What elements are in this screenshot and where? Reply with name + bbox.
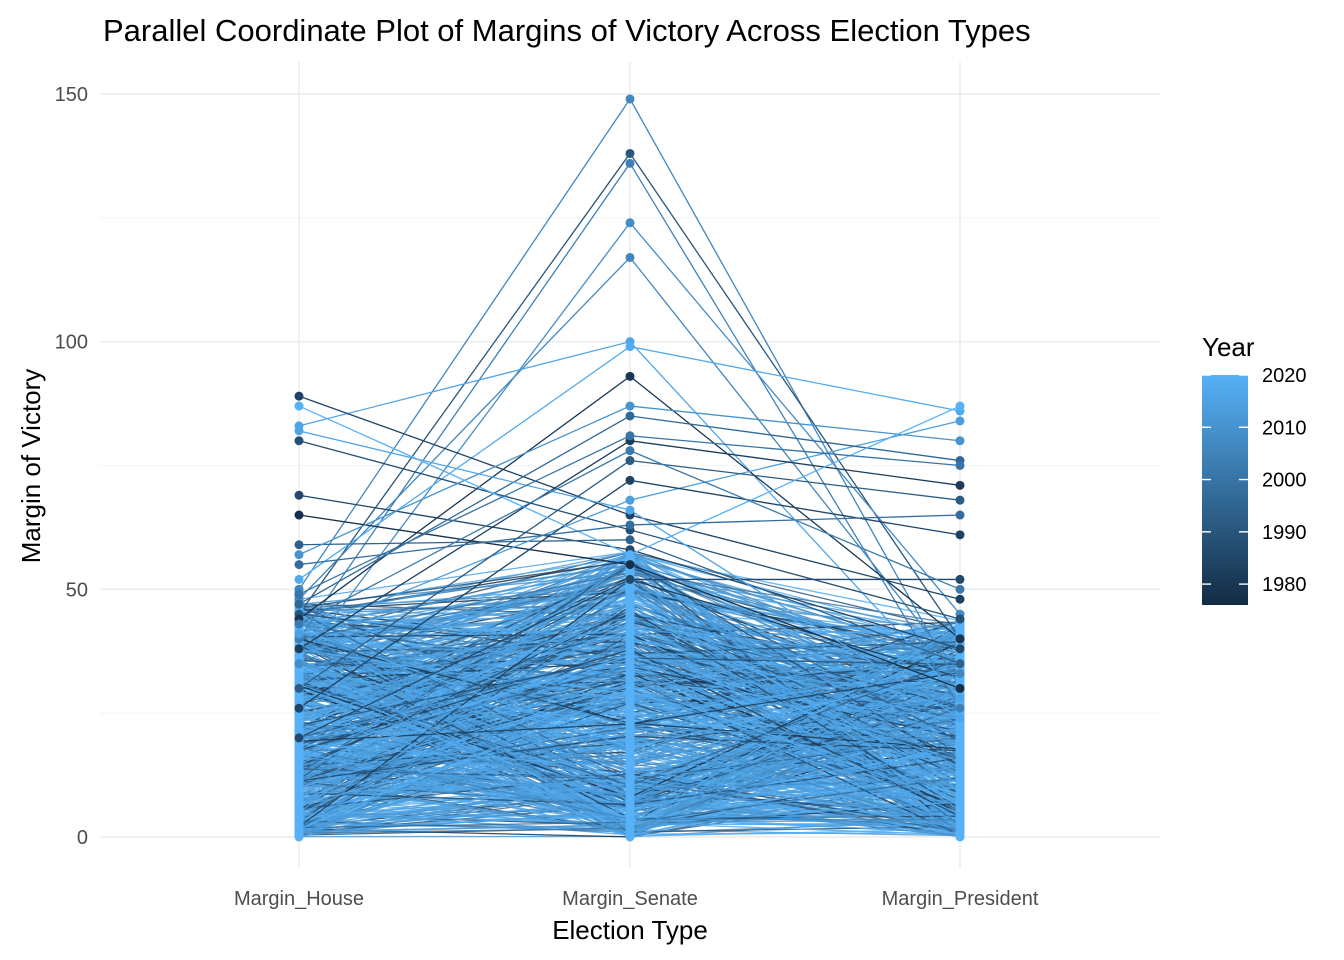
- data-lines: [298, 97, 961, 838]
- x-tick-label: Margin_House: [234, 888, 364, 910]
- data-point: [625, 431, 635, 441]
- legend-tick-label: 2000: [1262, 470, 1307, 492]
- data-point: [294, 589, 304, 599]
- legend-colorbar: [1202, 375, 1248, 605]
- data-point: [294, 629, 304, 639]
- legend-tick-label: 1980: [1262, 574, 1307, 596]
- data-point: [625, 456, 635, 466]
- data-point: [625, 495, 635, 505]
- legend-tick-label: 2020: [1262, 365, 1307, 387]
- data-point: [294, 574, 304, 584]
- data-point: [955, 530, 965, 540]
- data-point: [625, 218, 635, 228]
- y-tick-label: 0: [77, 827, 88, 849]
- data-point: [955, 614, 965, 624]
- data-point: [294, 510, 304, 520]
- y-tick-label: 50: [66, 579, 88, 601]
- data-point: [955, 510, 965, 520]
- legend-ticks: 1980 1990 2000 2010 2020: [1202, 365, 1307, 596]
- x-tick-label: Margin_Senate: [562, 888, 698, 910]
- data-point: [625, 158, 635, 168]
- legend-tick-label: 2010: [1262, 417, 1307, 439]
- data-point: [625, 371, 635, 381]
- data-point: [955, 644, 965, 654]
- data-point: [294, 644, 304, 654]
- data-point: [625, 475, 635, 485]
- data-point: [955, 584, 965, 594]
- data-point: [294, 683, 304, 693]
- data-point: [625, 446, 635, 456]
- data-point: [294, 733, 304, 743]
- data-points: [294, 94, 965, 842]
- data-point: [955, 436, 965, 446]
- data-point: [625, 520, 635, 530]
- data-point: [625, 252, 635, 262]
- data-point: [955, 401, 965, 411]
- data-point: [955, 634, 965, 644]
- data-point: [625, 342, 635, 352]
- data-point: [955, 659, 965, 669]
- data-point: [955, 703, 965, 713]
- data-point: [955, 669, 965, 679]
- data-point: [294, 550, 304, 560]
- data-point: [955, 461, 965, 470]
- legend: Year 1980 1990 2000 2010 2020: [1202, 332, 1307, 605]
- y-axis-ticks: 0 50 100 150: [55, 84, 88, 849]
- data-point: [294, 703, 304, 713]
- data-point: [625, 574, 635, 584]
- data-point: [625, 550, 635, 560]
- data-point: [294, 401, 304, 411]
- data-point: [294, 599, 304, 609]
- data-point: [625, 535, 635, 545]
- data-point: [625, 560, 635, 570]
- data-point: [625, 148, 635, 158]
- data-point: [955, 594, 965, 604]
- legend-tick-label: 1990: [1262, 522, 1307, 544]
- y-tick-label: 150: [55, 84, 88, 106]
- x-tick-label: Margin_President: [882, 888, 1039, 910]
- x-axis-ticks: Margin_House Margin_Senate Margin_Presiden…: [234, 888, 1039, 910]
- data-point: [294, 560, 304, 570]
- data-point: [294, 391, 304, 401]
- y-tick-label: 100: [55, 332, 88, 354]
- legend-title: Year: [1202, 332, 1255, 362]
- y-axis-title: Margin of Victory: [16, 369, 46, 564]
- data-point: [955, 693, 965, 703]
- data-point: [294, 659, 304, 669]
- data-point: [294, 540, 304, 550]
- data-point: [294, 619, 304, 629]
- data-point: [294, 436, 304, 446]
- data-point: [625, 411, 635, 421]
- data-point: [294, 490, 304, 500]
- data-point: [294, 426, 304, 436]
- x-axis-title: Election Type: [552, 915, 708, 945]
- data-point: [955, 416, 965, 426]
- data-point: [955, 495, 965, 505]
- data-point: [625, 401, 635, 411]
- chart-title: Parallel Coordinate Plot of Margins of V…: [103, 13, 1031, 48]
- data-point: [955, 683, 965, 693]
- data-point: [955, 713, 965, 723]
- data-point: [955, 480, 965, 490]
- data-point: [955, 574, 965, 584]
- data-point: [625, 94, 635, 104]
- data-point: [625, 505, 635, 515]
